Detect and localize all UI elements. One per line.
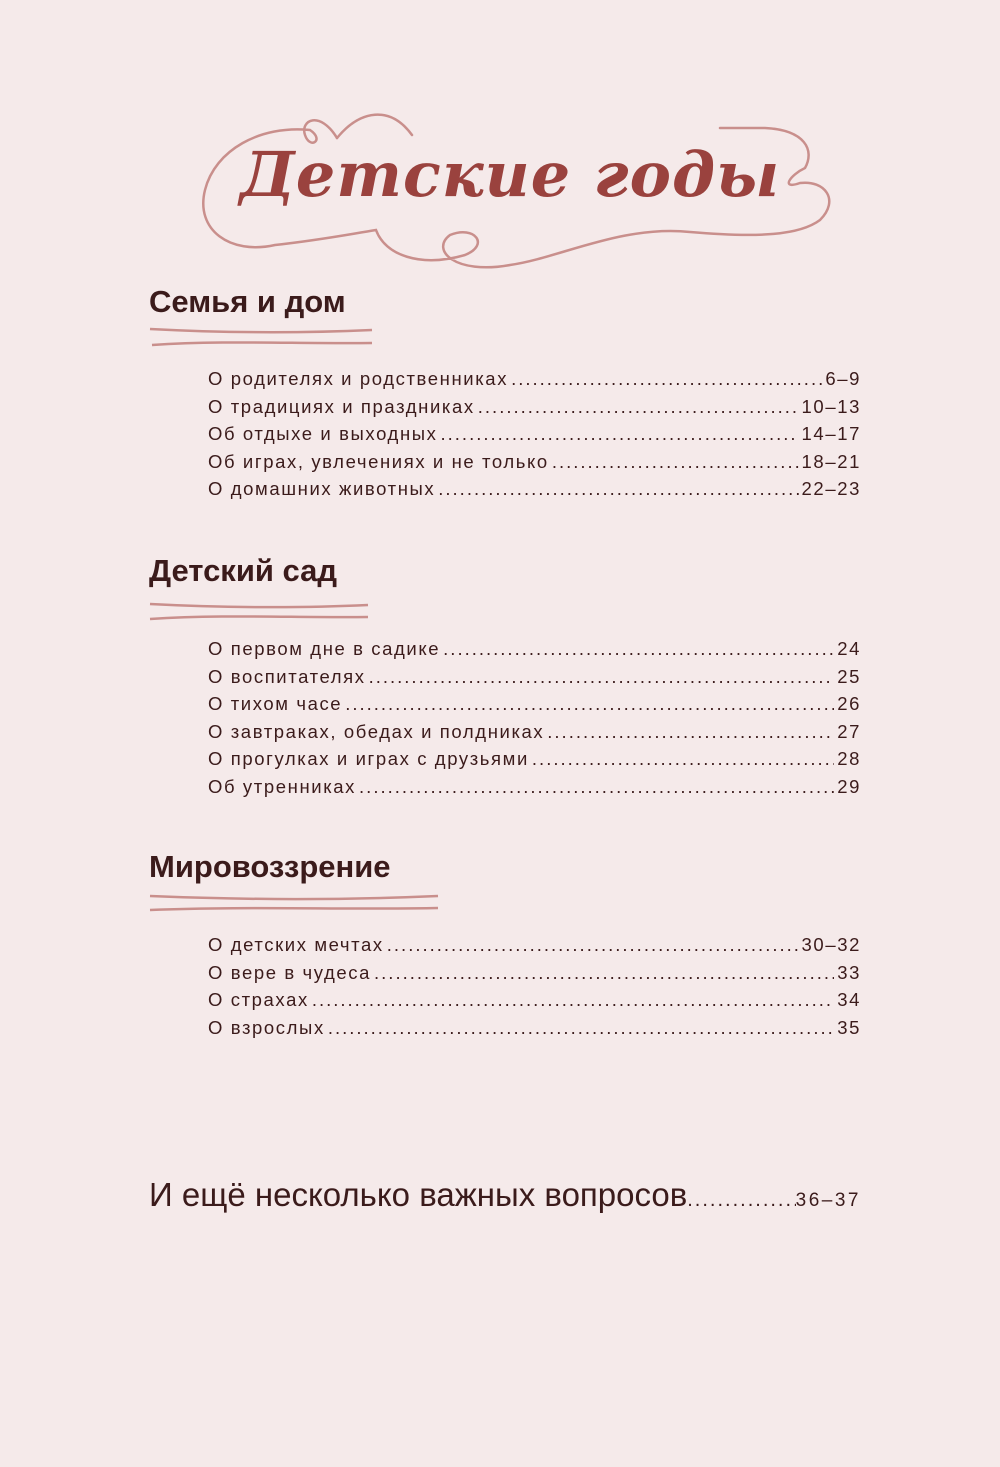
entry-label: О первом дне в садике [208, 638, 441, 659]
entry-label: О родителях и родственниках [208, 368, 509, 389]
toc-worldview: О детских мечтах30–32 О вере в чудеса33 … [208, 934, 861, 1044]
toc-entry[interactable]: О первом дне в садике 24 [208, 638, 861, 666]
dot-leader [547, 721, 834, 743]
toc-entry[interactable]: О домашних животных 22–23 [208, 478, 861, 506]
toc-entry[interactable]: Об играх, увлечениях и не только 18–21 [208, 451, 861, 479]
entry-pages: 35 [837, 1016, 861, 1038]
toc-entry[interactable]: О детских мечтах 30–32 [208, 934, 861, 962]
entry-pages: 27 [837, 720, 861, 742]
entry-label: О страхах [208, 989, 309, 1010]
dot-leader [387, 934, 799, 956]
entry-pages: 28 [837, 748, 861, 769]
dot-leader [511, 368, 822, 390]
dot-leader [345, 693, 834, 715]
entry-label: И ещё несколько важных вопросов [149, 1176, 688, 1213]
entry-label: О воспитателях [208, 665, 366, 687]
entry-label: Об утренниках [208, 775, 357, 797]
entry-label: О прогулках и играх с друзьями [208, 748, 529, 769]
dot-leader [441, 423, 799, 445]
entry-label: О домашних животных [208, 478, 436, 499]
entry-label: О детских мечтах [208, 934, 384, 955]
entry-pages: 30–32 [801, 934, 861, 955]
entry-pages: 22–23 [801, 478, 861, 499]
dot-leader [532, 748, 834, 770]
toc-entry[interactable]: Об отдыхе и выходных 14–17 [208, 423, 861, 451]
dot-leader [687, 1189, 795, 1212]
dot-leader [552, 451, 799, 473]
section-underline [149, 894, 439, 912]
entry-pages: 24 [837, 638, 861, 659]
entry-label: О завтраках, обедах и полдниках [208, 720, 545, 742]
dot-leader [438, 478, 798, 500]
toc-entry[interactable]: О страхах 34 [208, 989, 861, 1017]
section-title-kindergarten: Детский сад [149, 553, 338, 588]
entry-pages: 14–17 [801, 423, 861, 444]
dot-leader [374, 962, 834, 984]
section-title-worldview: Мировоззрение [149, 849, 391, 884]
entry-label: Об отдыхе и выходных [208, 423, 438, 444]
section-underline [149, 327, 373, 347]
dot-leader [369, 666, 835, 688]
entry-pages: 33 [837, 961, 861, 983]
toc-entry-extra[interactable]: И ещё несколько важных вопросов 36–37 [149, 1176, 861, 1214]
toc-entry[interactable]: Об утренниках 29 [208, 776, 861, 804]
entry-label: О традициях и праздниках [208, 395, 475, 417]
entry-pages: 6–9 [825, 368, 861, 389]
entry-pages: 25 [837, 665, 861, 687]
title-ornament [202, 113, 831, 269]
entry-pages: 18–21 [801, 450, 861, 472]
section-title-family: Семья и дом [149, 284, 346, 319]
dot-leader [443, 638, 834, 660]
section-underline [149, 602, 369, 621]
entry-label: О тихом часе [208, 693, 343, 714]
toc-entry[interactable]: О тихом часе 26 [208, 693, 861, 721]
entry-label: Об играх, увлечениях и не только [208, 450, 549, 472]
entry-label: О взрослых [208, 1016, 325, 1038]
entry-pages: 34 [837, 989, 861, 1010]
dot-leader [359, 776, 834, 798]
toc-entry[interactable]: О вере в чудеса 33 [208, 962, 861, 990]
entry-pages: 29 [837, 775, 861, 797]
entry-pages: 26 [837, 693, 861, 714]
entry-pages: 10–13 [801, 395, 861, 417]
toc-entry[interactable]: О воспитателях 25 [208, 666, 861, 694]
toc-entry[interactable]: О прогулках и играх с друзьями 28 [208, 748, 861, 776]
toc-entry[interactable]: О традициях и праздниках 10–13 [208, 396, 861, 424]
toc-entry[interactable]: О взрослых 35 [208, 1017, 861, 1045]
dot-leader [328, 1017, 834, 1039]
page-title: Детские годы [239, 138, 781, 211]
toc-entry[interactable]: О родителях и родственниках 6–9 [208, 368, 861, 396]
dot-leader [312, 989, 834, 1011]
dot-leader [478, 396, 799, 418]
entry-label: О вере в чудеса [208, 961, 372, 983]
entry-pages: 36–37 [795, 1190, 861, 1211]
toc-entry[interactable]: О завтраках, обедах и полдниках 27 [208, 721, 861, 749]
toc-kindergarten: О первом дне в садике 24 О воспитателях 25… [208, 638, 861, 803]
toc-family: О родителях и родственниках 6–9 О традици… [208, 368, 861, 506]
